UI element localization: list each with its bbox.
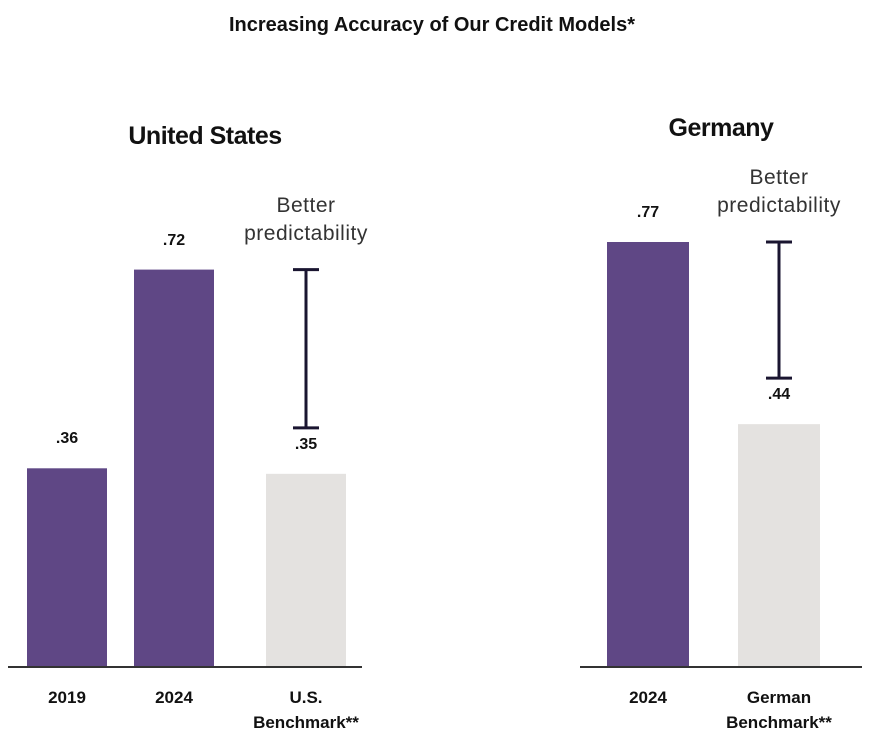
value-label: .35 <box>294 435 318 453</box>
annotation: Better predictability <box>717 166 841 217</box>
bar <box>134 269 214 667</box>
x-tick-label: German Benchmark** <box>726 688 832 732</box>
bar <box>738 424 820 667</box>
value-label: .44 <box>767 386 791 404</box>
bar <box>27 468 107 667</box>
chart-title: Increasing Accuracy of Our Credit Models… <box>228 14 636 36</box>
value-label: .36 <box>55 430 79 448</box>
value-label: .77 <box>636 204 660 221</box>
x-tick-label: 2024 <box>629 688 667 707</box>
bar <box>266 473 346 667</box>
x-tick-label: U.S. Benchmark** <box>253 688 359 732</box>
x-tick-label: 2019 <box>48 688 86 707</box>
bar <box>607 242 689 667</box>
x-tick-label: 2024 <box>155 688 193 707</box>
value-label: .72 <box>162 231 186 249</box>
panel-title: Germany <box>668 114 774 142</box>
panel-title: United States <box>128 122 282 150</box>
annotation: Better predictability <box>244 193 368 245</box>
